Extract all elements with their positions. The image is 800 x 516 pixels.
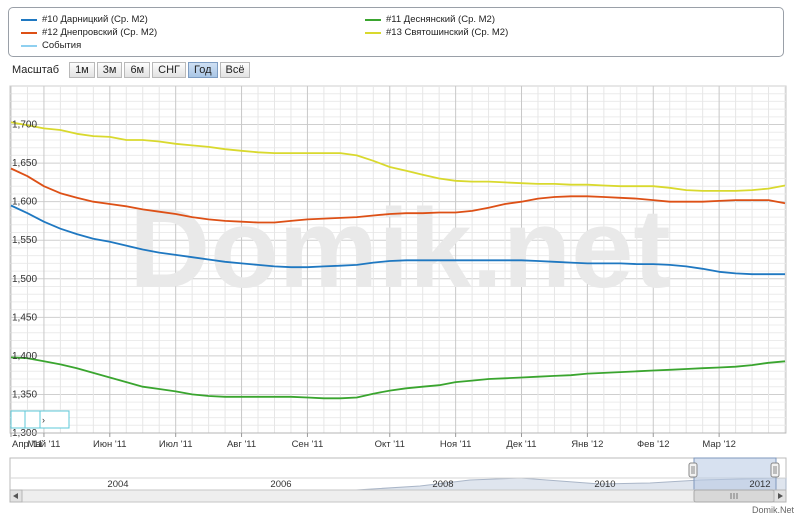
x-tick-label: Авг '11 [227,439,256,450]
x-tick-label: Мар '12 [702,439,736,450]
zoom-6m-button[interactable]: 6м [124,62,151,78]
x-tick-label: Фев '12 [637,439,670,450]
x-tick-label: Сен '11 [292,439,324,450]
legend-label: #12 Днепровский (Ср. М2) [42,27,158,38]
legend-swatch-desnyansky [365,18,381,21]
watermark: Domik.net [129,186,670,311]
x-tick-label: Дек '11 [506,439,536,450]
y-tick-label: 1,550 [12,235,37,246]
navigator-right-handle [770,462,780,478]
x-tick-label: Июл '11 [159,439,193,450]
legend-item-darnitsky[interactable]: #10 Дарницкий (Ср. М2) [21,13,148,26]
legend-item-dneprovsky[interactable]: #12 Днепровский (Ср. М2) [21,26,157,39]
series-line-3 [10,356,786,400]
navigator-left-handle [688,462,698,478]
x-tick-label: Ноя '11 [440,439,472,450]
scrollbar-track [9,489,787,503]
series-line-2 [10,204,785,276]
legend-label: События [42,40,82,51]
y-tick-label: 1,600 [12,197,37,208]
x-tick-label: Июн '11 [93,439,127,450]
series-group [10,121,786,400]
scroll-left-icon [13,493,18,499]
zoom-label: Масштаб [12,64,60,76]
y-tick-label: 1,650 [12,158,37,169]
legend-swatch-svyatoshinsky [365,31,381,34]
navigator-year-labels: 2004 2006 2008 2010 2012 [107,479,770,490]
legend: #10 Дарницкий (Ср. М2) #11 Деснянский (С… [8,7,784,57]
x-tick-label: Янв '12 [571,439,603,450]
zoom-1y-button[interactable]: Год [187,62,218,78]
scroll-right-icon [778,493,783,499]
zoom-3m-button[interactable]: 3м [96,62,123,78]
series-line-1 [10,167,786,224]
y-axis: 1,3001,3501,4001,4501,5001,5501,6001,650… [12,120,37,439]
legend-swatch-darnitsky [21,18,37,21]
zoom-1m-button[interactable]: 1м [69,62,95,78]
x-tick-label: Апр '11 [12,439,43,450]
legend-label: #13 Святошинский (Ср. М2) [386,27,509,38]
zoom-all-button[interactable]: Всё [219,62,251,78]
legend-swatch-events [21,44,37,47]
legend-item-events[interactable]: События [21,39,81,52]
x-tick-label: Окт '11 [375,439,405,450]
y-tick-label: 1,500 [12,274,37,285]
navigator-year-label: 2010 [594,479,615,490]
y-tick-label: 1,350 [12,389,37,400]
navigator-year-label: 2006 [270,479,291,490]
event-marker-icon: › [42,415,45,425]
plot-area [9,85,787,434]
scrollbar[interactable] [9,489,787,503]
legend-swatch-dneprovsky [21,31,37,34]
legend-item-desnyansky[interactable]: #11 Деснянский (Ср. М2) [365,13,495,26]
x-tick-label: Май '11 [27,439,60,450]
y-tick-label: 1,700 [12,120,37,131]
event-flag-box[interactable]: › [10,410,70,429]
y-tick-label: 1,450 [12,312,37,323]
footer-brand: Domik.Net [751,505,794,515]
series-line-0 [10,121,786,192]
zoom-ytd-button[interactable]: СНГ [152,62,186,78]
y-tick-label: 1,400 [12,351,37,362]
legend-item-svyatoshinsky[interactable]: #13 Святошинский (Ср. М2) [365,26,508,39]
navigator-year-label: 2008 [432,479,453,490]
navigator-year-label: 2004 [107,479,128,490]
zoom-selector: Масштаб 1м 3м 6м СНГ Год Всё [12,62,252,78]
navigator-year-label: 2012 [749,479,770,490]
legend-label: #11 Деснянский (Ср. М2) [386,14,495,25]
legend-label: #10 Дарницкий (Ср. М2) [42,14,148,25]
